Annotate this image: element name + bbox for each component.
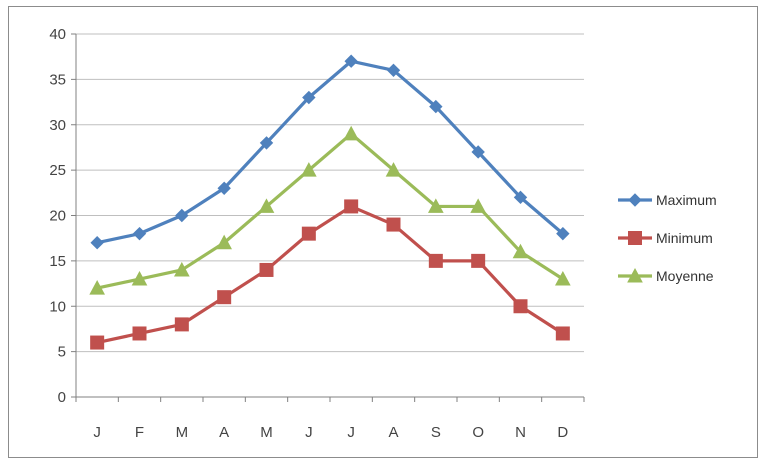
y-tick-label: 20 — [49, 208, 66, 225]
data-point-minimum-1 — [132, 326, 147, 341]
data-point-minimum-8 — [428, 253, 443, 268]
series-moyenne — [89, 125, 571, 295]
data-point-moyenne-11 — [554, 270, 571, 286]
legend-item-moyenne: Moyenne — [618, 267, 714, 284]
series-line-moyenne — [95, 132, 565, 290]
y-tick-label: 15 — [49, 253, 66, 270]
x-tick-label: S — [431, 424, 441, 441]
legend-marker-diamond — [628, 193, 642, 207]
data-point-maximum-6 — [344, 54, 358, 68]
data-point-maximum-2 — [175, 208, 189, 223]
axis-layer: 0 5 10 15 20 25 30 35 40 J F M A M J J A S O N D — [49, 26, 585, 441]
legend-label: Minimum — [656, 230, 713, 246]
data-point-maximum-10 — [513, 190, 528, 205]
x-tick-label: M — [176, 424, 189, 441]
x-tick-label: M — [260, 424, 273, 441]
x-tick-label: N — [515, 424, 526, 441]
data-point-minimum-11 — [555, 326, 570, 341]
data-point-maximum-5 — [302, 90, 316, 105]
y-tick-label: 10 — [49, 298, 66, 315]
data-point-moyenne-10 — [512, 243, 529, 259]
legend-label: Moyenne — [656, 268, 714, 284]
legend-item-maximum: Maximum — [618, 192, 717, 208]
x-tick-label: F — [135, 424, 144, 441]
legend-marker-square — [628, 231, 642, 245]
x-tick-label: J — [347, 424, 355, 441]
data-point-maximum-3 — [217, 181, 231, 195]
data-point-maximum-7 — [386, 63, 401, 78]
data-point-moyenne-7 — [385, 162, 402, 177]
data-point-minimum-6 — [344, 199, 359, 214]
data-point-minimum-2 — [174, 317, 189, 332]
x-tick-label: D — [557, 424, 568, 441]
data-point-maximum-4 — [259, 136, 274, 150]
legend-item-minimum: Minimum — [618, 230, 713, 246]
legend-marker-triangle — [627, 267, 643, 283]
series-line-maximum — [95, 59, 565, 245]
data-point-maximum-0 — [90, 236, 104, 250]
x-tick-label: O — [472, 424, 484, 441]
data-point-moyenne-3 — [216, 234, 233, 250]
data-point-moyenne-6 — [343, 125, 360, 141]
series-line-minimum — [95, 204, 565, 345]
data-point-maximum-1 — [132, 226, 147, 241]
data-point-maximum-9 — [471, 145, 485, 159]
x-tick-label: A — [388, 424, 398, 441]
y-tick-label: 40 — [49, 26, 66, 43]
data-point-moyenne-2 — [173, 261, 190, 277]
series-maximum — [90, 54, 570, 250]
data-point-maximum-11 — [556, 226, 570, 241]
data-point-minimum-7 — [386, 217, 401, 232]
data-point-minimum-4 — [259, 262, 274, 277]
data-point-moyenne-1 — [131, 270, 148, 286]
data-point-minimum-9 — [471, 253, 486, 268]
data-point-moyenne-0 — [89, 280, 106, 295]
y-tick-label: 30 — [49, 117, 66, 134]
x-tick-label: J — [305, 424, 313, 441]
data-point-minimum-3 — [217, 290, 232, 305]
data-point-moyenne-5 — [300, 162, 317, 177]
data-point-minimum-0 — [90, 335, 105, 350]
data-point-moyenne-4 — [258, 198, 275, 213]
x-tick-label: A — [219, 424, 229, 441]
data-point-minimum-10 — [513, 299, 528, 314]
y-tick-label: 0 — [58, 389, 66, 406]
data-point-maximum-8 — [429, 99, 443, 114]
y-tick-label: 5 — [58, 344, 66, 361]
data-point-minimum-5 — [301, 226, 316, 241]
y-tick-label: 35 — [49, 71, 66, 88]
legend: Maximum Minimum Moyenne — [618, 192, 717, 284]
data-point-moyenne-8 — [427, 198, 444, 213]
data-point-moyenne-9 — [470, 198, 487, 213]
x-tick-label: J — [93, 424, 101, 441]
legend-label: Maximum — [656, 192, 717, 208]
series-minimum — [90, 199, 570, 350]
series-layer — [89, 54, 571, 350]
grid-layer — [76, 33, 584, 353]
y-tick-label: 25 — [49, 162, 66, 179]
